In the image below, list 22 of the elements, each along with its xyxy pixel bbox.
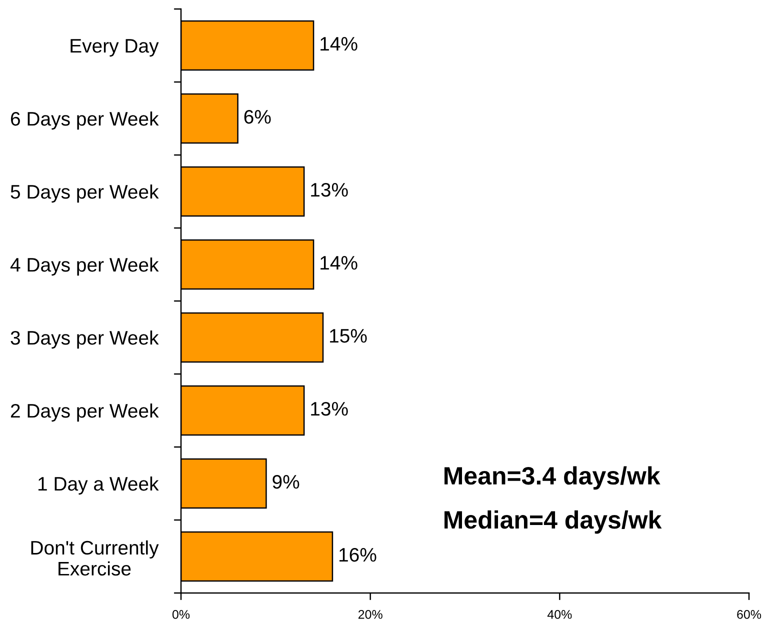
x-tick-label: 0% (172, 610, 190, 619)
y-tick-label: 6 Days per Week (10, 111, 159, 130)
data-label: 14% (320, 37, 358, 51)
annotation: Mean=3.4 days/wk (444, 466, 660, 490)
data-label: 15% (330, 329, 367, 343)
y-tick-label: 5 Days per Week (10, 184, 159, 203)
y-tick-label: Every Day (70, 39, 159, 57)
y-tick-label: Don't Currently Exercise (31, 540, 159, 576)
y-tick-label: 1 Day a Week (38, 476, 159, 495)
data-label: 6% (244, 110, 271, 124)
data-label: 16% (340, 548, 376, 562)
data-label: 14% (320, 256, 358, 270)
data-label: 13% (311, 402, 348, 416)
y-tick-label: 4 Days per Week (10, 257, 159, 276)
y-tick-label: 2 Days per Week (10, 403, 159, 422)
data-label: 9% (272, 474, 300, 489)
data-label: 13% (311, 182, 348, 197)
y-tick-label: 3 Days per Week (10, 330, 159, 349)
x-tick-label: 60% (737, 610, 762, 619)
x-tick-label: 40% (547, 610, 572, 619)
x-tick-label: 20% (358, 610, 382, 619)
annotation: Median=4 days/wk (444, 510, 662, 534)
